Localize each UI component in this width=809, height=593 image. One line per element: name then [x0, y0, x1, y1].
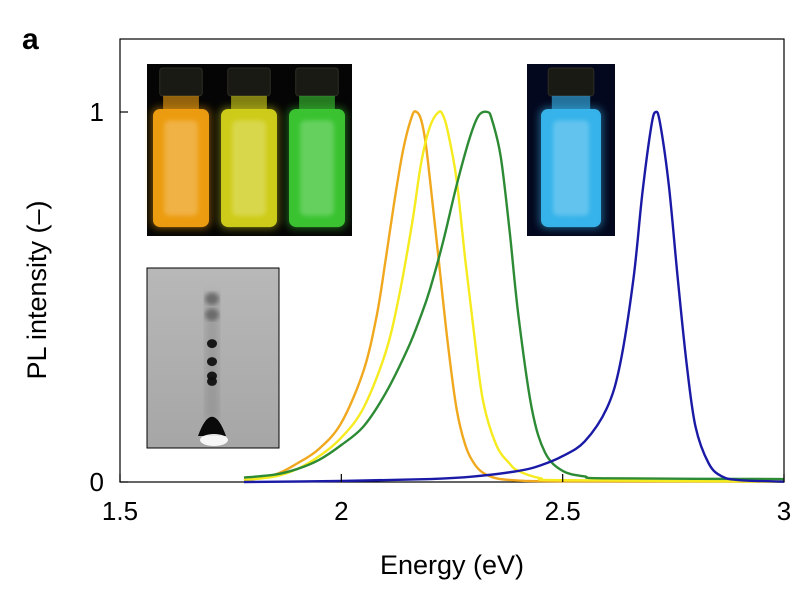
plot-frame	[119, 38, 785, 483]
x-tick-label: 2.5	[545, 496, 581, 526]
vial-2	[219, 67, 279, 229]
tlc-base-spot	[198, 416, 226, 436]
series-line-4	[243, 110, 785, 484]
series-layer	[243, 110, 785, 484]
tick-layer	[119, 111, 785, 483]
panel-label: a	[22, 23, 39, 56]
tlc-spot	[207, 339, 217, 349]
tlc-spot	[205, 308, 219, 321]
x-tick-label: 3	[777, 496, 791, 526]
tlc-smear	[205, 293, 219, 420]
series-line-2	[243, 110, 785, 483]
y-tick-label: 1	[90, 97, 104, 127]
tick-label-layer: 1.5 2 2.5 3 0 1	[90, 97, 792, 526]
y-axis-title: PL intensity (–)	[22, 200, 52, 379]
series-line-1	[243, 110, 785, 483]
vial-3	[287, 67, 347, 229]
vial-blue	[539, 67, 603, 229]
vial-1	[151, 67, 211, 229]
tlc-spot	[207, 376, 217, 386]
y-tick-label: 0	[90, 467, 104, 497]
tlc-plate-photo	[146, 267, 280, 449]
vial-photo-right	[527, 64, 615, 236]
x-tick-label: 1.5	[102, 496, 138, 526]
tlc-origin-glare	[200, 434, 228, 446]
vials-photo-left	[147, 64, 352, 236]
tlc-spot	[205, 292, 219, 305]
tlc-spot	[207, 357, 217, 367]
x-tick-label: 2	[334, 496, 348, 526]
x-axis-title: Energy (eV)	[380, 550, 524, 580]
